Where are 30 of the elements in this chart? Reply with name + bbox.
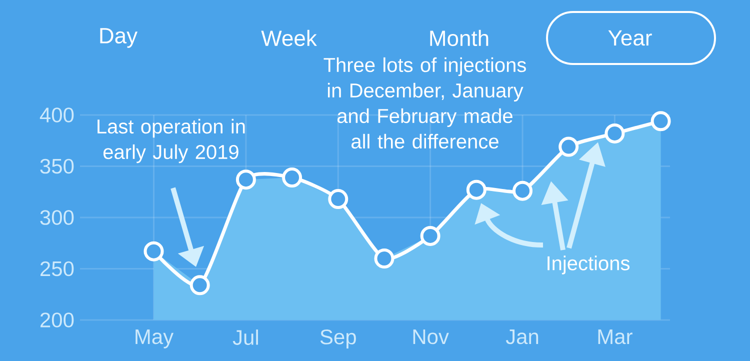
x-tick-label: Nov [413, 330, 449, 344]
point [374, 248, 394, 268]
point [236, 170, 256, 190]
point [650, 111, 671, 132]
text: Month [430, 30, 488, 46]
annotation: Injections [548, 256, 630, 274]
annotation: Three lots of injections in December, January and February made all the difference [324, 57, 526, 149]
y-tick-label: 300 [40, 210, 74, 225]
x-tick-label: May [136, 330, 174, 348]
y-tick-label: 250 [40, 261, 74, 276]
point [558, 136, 579, 157]
point [190, 275, 210, 296]
point [512, 180, 533, 201]
text: Day [100, 28, 138, 48]
y-tick-label: 400 [40, 108, 74, 122]
point [144, 241, 164, 262]
text: Week [261, 30, 317, 46]
x-tick-label: Mar [598, 330, 632, 344]
annotation: Last operation in early July 2019 [98, 118, 245, 164]
point [604, 123, 625, 144]
x-tick-label: Jan [506, 330, 538, 344]
x-tick-label: Sep [320, 330, 356, 349]
y-tick-label: 350 [40, 158, 74, 174]
point [282, 168, 302, 188]
point [420, 226, 440, 246]
y-tick-label: 200 [40, 312, 74, 328]
point [466, 180, 486, 200]
text: Year [608, 30, 652, 46]
point [328, 189, 348, 210]
x-tick-label: Jul [232, 330, 258, 345]
